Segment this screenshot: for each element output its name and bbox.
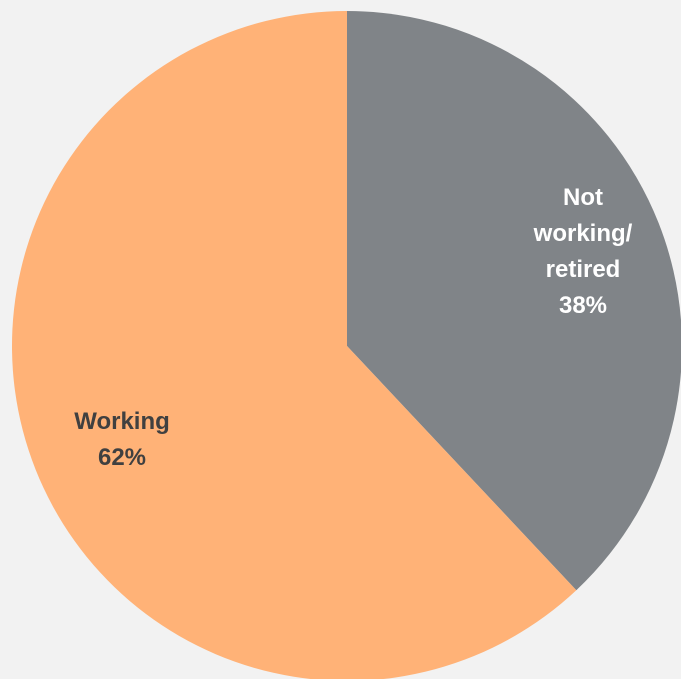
pie-slice-label: Not working/retired 38%: [533, 184, 633, 319]
pie-labels: Not working/retired 38% Working 62%: [74, 184, 632, 471]
pie-slice-working: [12, 11, 577, 679]
pie-slice-percent: 62%: [98, 444, 146, 471]
pie-slice-name-line: Not: [563, 184, 603, 211]
pie-slice-not-working-retired: [347, 11, 681, 591]
pie-slice-name-line: retired: [546, 256, 621, 283]
pie-slice-label: Working 62%: [74, 408, 170, 471]
pie-slice-percent: 38%: [559, 292, 607, 319]
pie-slices: [12, 11, 681, 679]
pie-slice-name-line: working/: [533, 220, 633, 247]
pie-slice-name-line: Working: [74, 408, 170, 435]
